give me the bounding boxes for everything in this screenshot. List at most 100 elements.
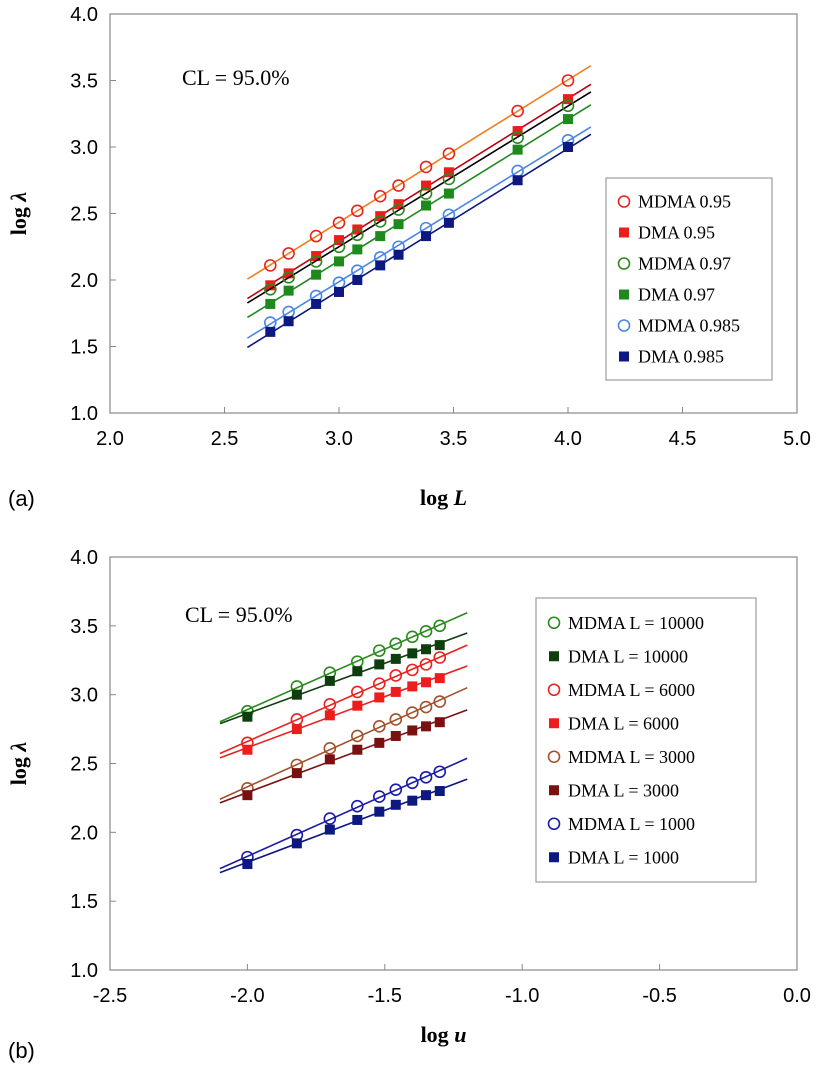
y-tick-label: 3.0	[70, 137, 98, 159]
y-tick-label: 2.0	[70, 270, 98, 292]
data-point	[433, 619, 447, 633]
data-point	[265, 298, 276, 309]
data-point	[323, 698, 337, 711]
fit-line	[246, 64, 592, 280]
data-point	[419, 700, 433, 714]
x-tick-label: 2.0	[96, 428, 124, 450]
data-point	[351, 799, 364, 813]
data-point	[442, 172, 456, 186]
y-tick-label: 1.0	[70, 960, 98, 982]
data-point	[393, 219, 404, 230]
legend-marker	[549, 785, 559, 796]
x-tick-label: 0.0	[783, 985, 811, 1007]
x-axis-title: log L	[420, 485, 467, 510]
series-mdma-l-6000	[219, 644, 468, 755]
data-point	[405, 776, 419, 790]
legend-entry-label: MDMA L = 6000	[568, 680, 695, 700]
legend-entry-label: MDMA L = 3000	[568, 747, 695, 767]
data-point	[323, 742, 337, 755]
data-point	[373, 189, 387, 203]
data-point	[392, 179, 405, 192]
data-point	[389, 783, 403, 796]
data-point	[282, 271, 295, 284]
legend-entry-label: DMA 0.97	[638, 285, 715, 305]
data-point	[561, 74, 575, 87]
data-point	[443, 188, 454, 199]
y-axis-title: log λ	[6, 192, 31, 236]
series-dma-0-985	[246, 133, 592, 349]
data-point	[324, 675, 335, 686]
data-point	[421, 231, 432, 242]
data-point	[291, 689, 302, 700]
data-point	[389, 637, 403, 651]
data-point	[512, 175, 523, 186]
x-tick-label: 5.0	[783, 428, 811, 450]
y-tick-label: 2.0	[70, 822, 98, 844]
legend-entry-label: DMA 0.985	[638, 347, 724, 367]
data-point	[324, 710, 335, 721]
data-point	[373, 644, 386, 657]
data-point	[291, 838, 302, 849]
y-axis-title: log λ	[6, 742, 31, 786]
data-point	[334, 256, 344, 267]
y-tick-label: 1.5	[70, 337, 98, 359]
data-point	[407, 725, 418, 736]
series-dma-0-97	[246, 104, 592, 319]
data-point	[434, 786, 445, 797]
legend-marker	[617, 319, 631, 332]
data-point	[421, 721, 432, 732]
data-point	[242, 711, 253, 722]
legend-box	[605, 177, 773, 381]
data-point	[263, 259, 277, 272]
fit-line	[219, 611, 468, 723]
data-point	[421, 180, 432, 191]
data-point	[511, 164, 524, 178]
data-point	[351, 685, 364, 699]
data-point	[561, 99, 575, 113]
x-axis-title: log u	[421, 1022, 467, 1047]
legend-marker	[617, 257, 631, 270]
data-point	[512, 144, 523, 155]
series-dma-0-95	[246, 83, 592, 300]
data-point	[389, 669, 403, 682]
legend-marker	[549, 718, 559, 729]
data-point	[563, 142, 573, 152]
data-point	[374, 692, 385, 703]
data-point	[392, 203, 405, 216]
x-tick-label: -0.5	[642, 985, 676, 1007]
data-point	[351, 228, 364, 242]
data-point	[405, 630, 419, 644]
data-point	[421, 200, 432, 211]
data-point	[332, 240, 346, 254]
data-point	[309, 229, 323, 243]
data-point	[433, 695, 447, 708]
y-tick-label: 3.5	[70, 616, 98, 638]
series-mdma-l-1000	[219, 757, 468, 870]
data-point	[282, 247, 295, 260]
y-tick-label: 4.0	[70, 4, 98, 26]
panel-label: (a)	[8, 486, 35, 511]
data-point	[352, 700, 363, 711]
data-point	[324, 824, 335, 835]
series-dma-l-3000	[219, 709, 468, 804]
data-point	[433, 651, 447, 664]
data-point	[265, 280, 276, 291]
data-point	[265, 326, 276, 337]
data-point	[390, 686, 401, 697]
data-point	[374, 659, 385, 670]
confidence-level-annotation: CL = 95.0%	[185, 602, 293, 627]
fit-line	[246, 91, 592, 304]
data-point	[434, 717, 445, 728]
x-tick-label: -1.0	[505, 985, 539, 1007]
data-point	[419, 625, 433, 638]
data-point	[407, 795, 418, 806]
data-point	[443, 167, 454, 178]
data-point	[405, 706, 419, 719]
data-point	[242, 858, 253, 869]
data-point	[421, 677, 432, 688]
series-mdma-0-97	[246, 91, 592, 304]
x-tick-label: 4.0	[554, 428, 582, 450]
x-tick-label: -2.5	[93, 985, 127, 1007]
data-point	[373, 215, 387, 228]
